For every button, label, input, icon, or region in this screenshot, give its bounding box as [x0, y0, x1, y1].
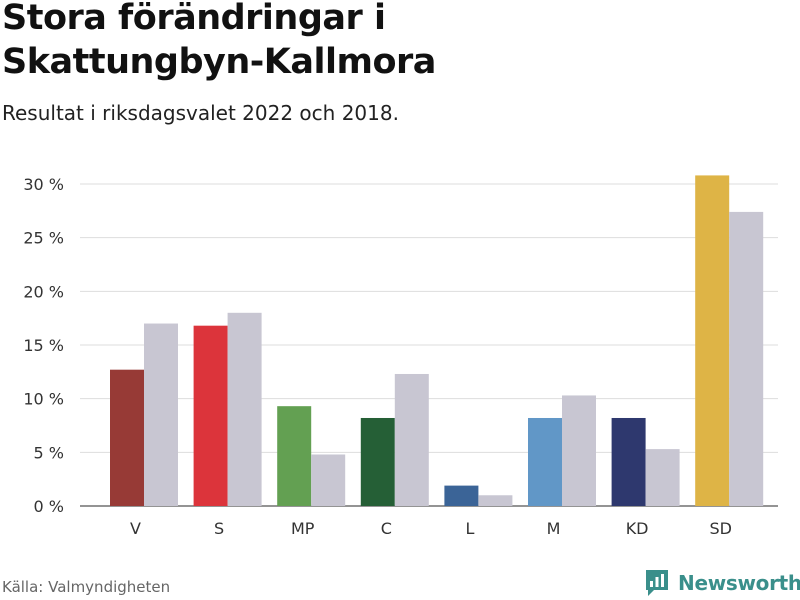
- y-tick-label: 20 %: [23, 282, 64, 301]
- y-tick-label: 30 %: [23, 175, 64, 194]
- bar-2022-m: [528, 417, 562, 506]
- x-tick-label: V: [130, 519, 141, 538]
- x-tick-label: MP: [291, 519, 315, 538]
- bar-2018-c: [394, 373, 429, 506]
- bar-2018-m: [562, 395, 596, 506]
- bar-2022-mp: [277, 406, 312, 506]
- bar-2022-s: [193, 325, 228, 506]
- bar-chart-logo-icon: [646, 570, 668, 596]
- x-tick-label: KD: [626, 519, 649, 538]
- bar-2018-v: [144, 323, 178, 506]
- bar-2018-mp: [311, 454, 346, 506]
- bar-2022-l: [444, 485, 479, 506]
- bar-2022-sd: [695, 175, 730, 506]
- y-tick-label: 15 %: [23, 336, 64, 355]
- x-tick-label: SD: [709, 519, 731, 538]
- bar-2018-l: [478, 495, 513, 506]
- bar-2022-kd: [611, 417, 646, 506]
- x-tick-label: M: [547, 519, 561, 538]
- bars: [110, 175, 764, 506]
- bar-2018-s: [227, 312, 262, 506]
- bar-2018-sd: [729, 211, 764, 506]
- y-tick-label: 5 %: [34, 443, 64, 462]
- x-axis-ticks: V S MP C L M KD SD: [130, 519, 732, 538]
- x-tick-label: L: [465, 519, 474, 538]
- y-axis-ticks: 0 % 5 % 10 % 15 % 20 % 25 % 30 %: [23, 175, 64, 516]
- bar-2022-c: [360, 417, 395, 506]
- bar-2022-v: [110, 369, 144, 506]
- x-tick-label: S: [214, 519, 224, 538]
- y-tick-label: 10 %: [23, 390, 64, 409]
- chart-subtitle: Resultat i riksdagsvalet 2022 och 2018.: [2, 101, 399, 125]
- chart-title: Stora förändringar i Skattungbyn-Kallmor…: [2, 0, 436, 82]
- y-tick-label: 0 %: [34, 497, 64, 516]
- y-tick-label: 25 %: [23, 229, 64, 248]
- bar-2018-kd: [645, 449, 680, 506]
- source-note: Källa: Valmyndigheten: [2, 578, 171, 596]
- x-tick-label: C: [381, 519, 392, 538]
- brand-name: Newsworthy: [678, 571, 800, 595]
- brand-logo: Newsworthy: [644, 568, 800, 598]
